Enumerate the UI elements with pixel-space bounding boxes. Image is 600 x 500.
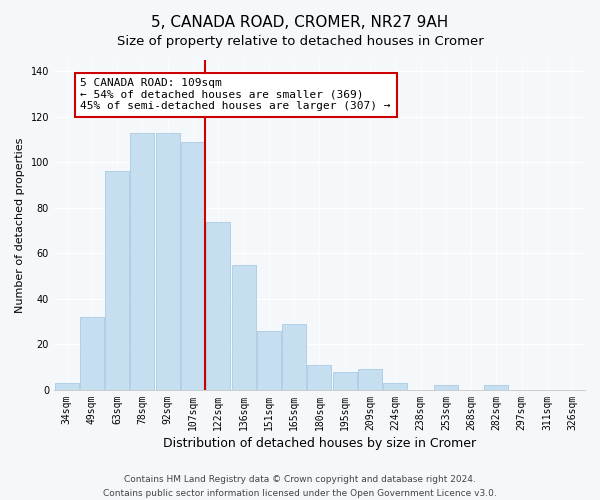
Bar [232, 265, 256, 390]
Text: Contains HM Land Registry data © Crown copyright and database right 2024.
Contai: Contains HM Land Registry data © Crown c… [103, 476, 497, 498]
Bar [55, 383, 79, 390]
Bar [282, 324, 306, 390]
Text: Size of property relative to detached houses in Cromer: Size of property relative to detached ho… [116, 35, 484, 48]
Bar [307, 365, 331, 390]
Bar [484, 386, 508, 390]
Bar [130, 133, 154, 390]
Y-axis label: Number of detached properties: Number of detached properties [15, 138, 25, 312]
Bar [156, 133, 180, 390]
Bar [80, 317, 104, 390]
Bar [206, 222, 230, 390]
Text: 5 CANADA ROAD: 109sqm
← 54% of detached houses are smaller (369)
45% of semi-det: 5 CANADA ROAD: 109sqm ← 54% of detached … [80, 78, 391, 112]
Bar [257, 331, 281, 390]
Bar [358, 370, 382, 390]
Bar [333, 372, 357, 390]
X-axis label: Distribution of detached houses by size in Cromer: Distribution of detached houses by size … [163, 437, 476, 450]
Bar [434, 386, 458, 390]
Text: 5, CANADA ROAD, CROMER, NR27 9AH: 5, CANADA ROAD, CROMER, NR27 9AH [151, 15, 449, 30]
Bar [383, 383, 407, 390]
Bar [105, 172, 129, 390]
Bar [181, 142, 205, 390]
